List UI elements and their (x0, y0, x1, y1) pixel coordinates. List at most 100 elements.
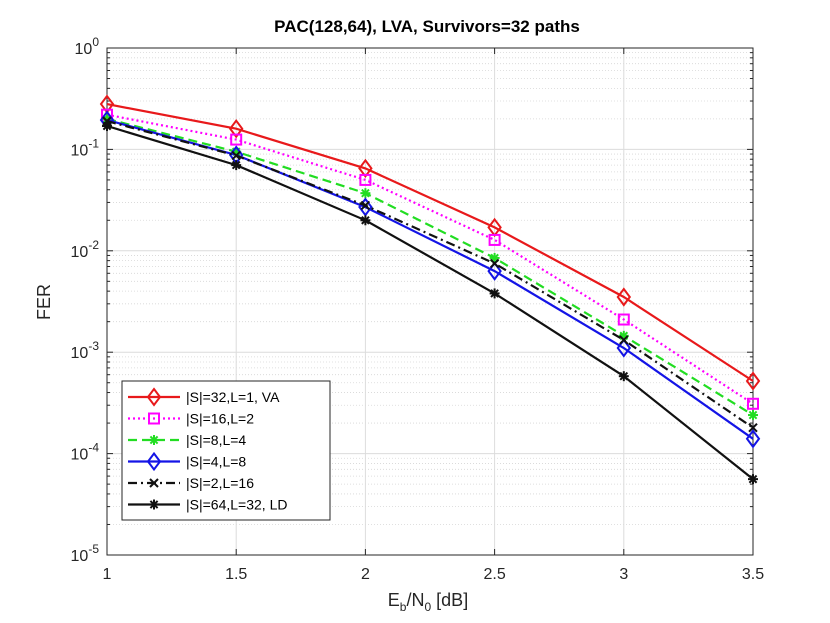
legend-entry: |S|=4,L=8 (128, 451, 246, 472)
series-line (106, 103, 754, 382)
legend-label: |S|=64,L=32, LD (186, 497, 287, 513)
series-0 (99, 94, 761, 391)
legend-entry: |S|=32,L=1, VA (128, 387, 280, 407)
diamond-marker (616, 338, 632, 358)
y-tick-label: 10-3 (71, 339, 100, 362)
marker-asterisk (360, 215, 371, 226)
marker-x (489, 258, 500, 269)
asterisk-stroke (361, 188, 370, 198)
legend-label: |S|=4,L=8 (186, 454, 246, 470)
marker-square (488, 233, 501, 246)
x-stroke (489, 258, 500, 269)
y-tick-label: 100 (75, 35, 100, 58)
y-tick-label: 10-1 (71, 136, 100, 159)
diamond-marker (358, 158, 373, 179)
x-tick-label: 1 (103, 566, 112, 583)
marker-asterisk (149, 435, 159, 445)
diamond-marker (745, 371, 761, 391)
asterisk-stroke (149, 435, 159, 445)
x-axis-label: Eb/N0 [dB] (388, 590, 468, 614)
x-label-sub-b: b (400, 600, 407, 614)
marker-asterisk (748, 474, 758, 485)
legend-label: |S|=2,L=16 (186, 475, 254, 491)
diamond-marker (487, 261, 502, 281)
square-marker (747, 397, 759, 410)
marker-square (617, 313, 630, 326)
asterisk-stroke (231, 160, 241, 170)
marker-x (748, 423, 758, 433)
legend-label: |S|=16,L=2 (186, 411, 254, 427)
axes-box (106, 47, 754, 556)
marker-asterisk (489, 288, 500, 299)
diamond-marker (146, 451, 162, 472)
x-label-unit: [dB] (431, 590, 468, 610)
x-label-n: /N (406, 590, 424, 610)
diamond-marker (745, 429, 761, 449)
marker-diamond (745, 429, 761, 449)
square-marker (617, 313, 630, 326)
marker-x (231, 150, 241, 161)
legend-entry: |S|=8,L=4 (128, 432, 246, 448)
marker-asterisk (360, 188, 371, 199)
marker-square (359, 173, 372, 186)
marker-square (747, 397, 759, 410)
chart-title: PAC(128,64), LVA, Survivors=32 paths (274, 17, 580, 36)
marker-diamond (358, 158, 373, 179)
x-stroke (748, 423, 758, 433)
marker-square (230, 133, 243, 146)
legend-label: |S|=8,L=4 (186, 432, 246, 448)
marker-x (360, 200, 371, 211)
series-5 (102, 121, 758, 485)
marker-diamond (616, 338, 632, 358)
asterisk-stroke (748, 410, 758, 420)
square-marker (359, 173, 372, 186)
x-stroke (231, 150, 241, 161)
marker-diamond (487, 261, 502, 281)
marker-asterisk (149, 499, 159, 510)
marker-asterisk (489, 252, 500, 263)
marker-diamond (228, 119, 244, 139)
asterisk-stroke (102, 121, 112, 131)
y-tick-label: 10-2 (71, 238, 100, 261)
square-marker (148, 412, 160, 425)
x-tick-label: 1.5 (225, 566, 247, 583)
marker-diamond (146, 387, 162, 407)
series-line (106, 113, 754, 405)
tick-labels: 1 1.5 2 2.5 3 3.5 10-5 10-4 10-3 10-2 10-1 100 (71, 35, 765, 583)
asterisk-stroke (361, 215, 370, 225)
legend-entry: |S|=16,L=2 (128, 411, 254, 427)
marker-diamond (745, 371, 761, 391)
x-stroke (149, 478, 159, 488)
y-tick-label: 10-5 (71, 542, 100, 565)
axes (106, 47, 754, 556)
asterisk-stroke (748, 474, 758, 484)
legend: |S|=32,L=1, VA |S|=16,L=2 |S|=8,L=4 |S|=4,L… (121, 380, 331, 521)
marker-diamond (146, 451, 162, 472)
diamond-marker (616, 287, 632, 307)
marker-asterisk (748, 410, 758, 421)
legend-entry: |S|=64,L=32, LD (128, 497, 287, 513)
marker-asterisk (618, 371, 629, 382)
asterisk-stroke (149, 500, 159, 509)
series-line (106, 117, 754, 416)
marker-diamond (616, 287, 632, 307)
series-line (106, 118, 754, 440)
diamond-marker (228, 119, 244, 139)
x-tick-label: 2.5 (483, 566, 505, 583)
legend-label: |S|=32,L=1, VA (186, 389, 280, 405)
y-axis-label: FER (34, 284, 54, 320)
legend-entry: |S|=2,L=16 (128, 475, 254, 491)
x-label-sub-0: 0 (424, 600, 431, 614)
square-marker (488, 233, 501, 246)
series-layer (99, 94, 761, 485)
marker-asterisk (102, 121, 112, 132)
marker-asterisk (231, 160, 242, 171)
marker-square (148, 412, 160, 425)
x-label-e: E (388, 590, 400, 610)
x-tick-label: 2 (361, 566, 370, 583)
series-1 (101, 108, 759, 410)
x-tick-label: 3 (619, 566, 628, 583)
asterisk-stroke (490, 289, 499, 298)
